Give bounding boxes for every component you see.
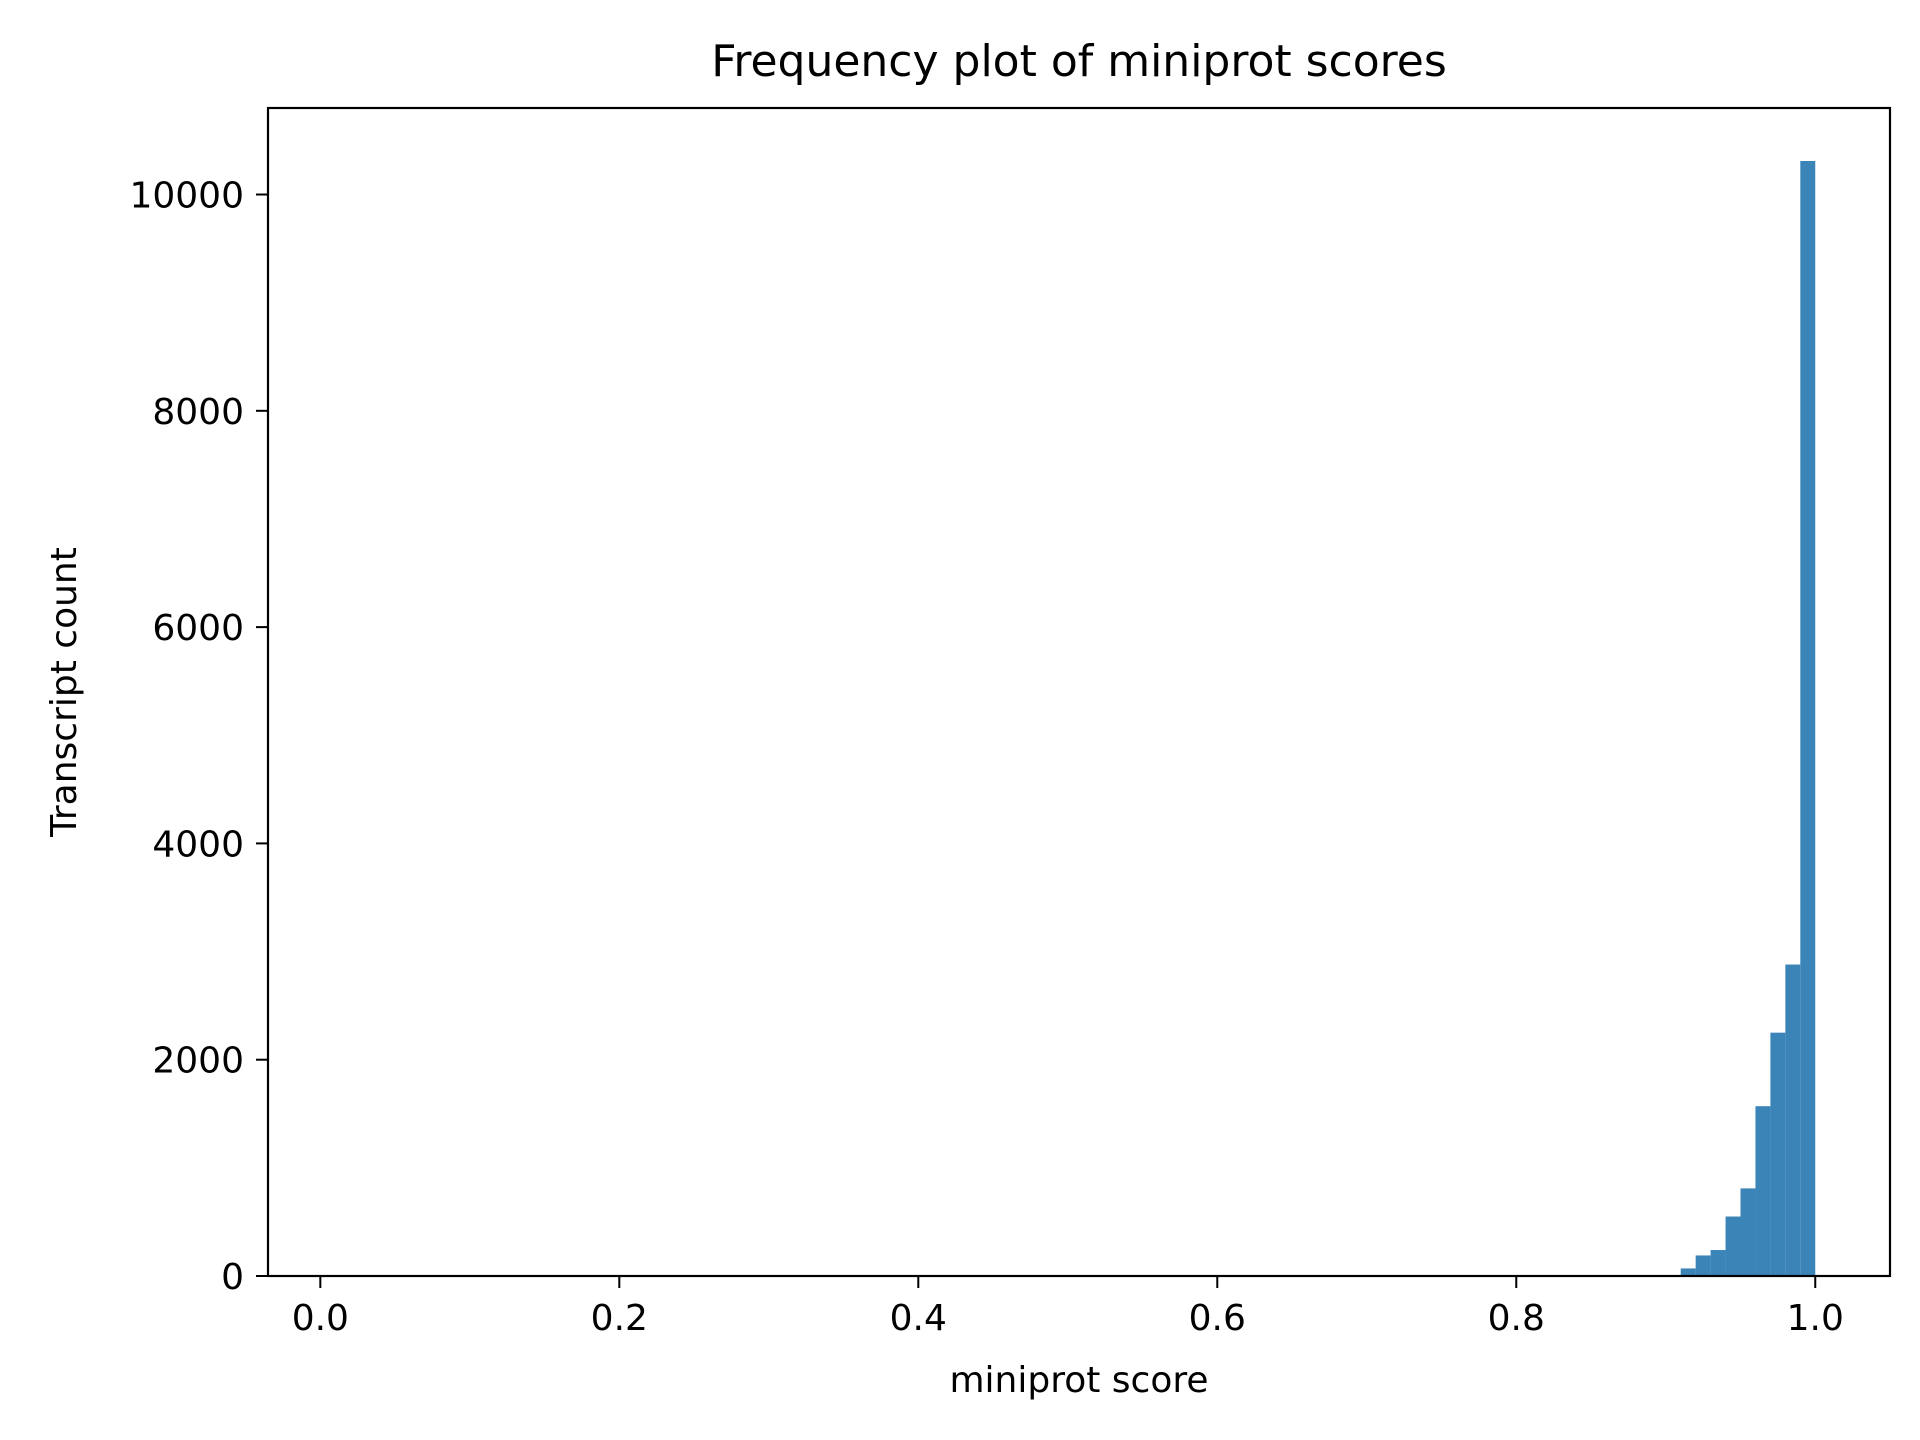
- histogram-bar: [1680, 1268, 1696, 1276]
- histogram-bar: [1725, 1216, 1741, 1276]
- histogram-bar: [1770, 1032, 1786, 1276]
- y-tick-label: 10000: [129, 176, 244, 217]
- histogram-bar: [1710, 1250, 1726, 1276]
- x-tick-label: 0.4: [890, 1298, 947, 1339]
- x-tick-label: 0.0: [292, 1298, 349, 1339]
- y-axis-label: Transcript count: [44, 547, 85, 838]
- x-axis: 0.0 0.2 0.4 0.6 0.8 1.0: [292, 1276, 1844, 1339]
- y-axis: 0 2000 4000 6000 8000 10000: [129, 176, 268, 1298]
- histogram-bar: [1800, 160, 1816, 1277]
- x-axis-label: miniprot score: [949, 1360, 1208, 1401]
- y-tick-label: 6000: [152, 608, 244, 649]
- histogram-bar: [1755, 1106, 1771, 1276]
- y-tick-label: 4000: [152, 824, 244, 865]
- histogram-bar: [1740, 1188, 1756, 1276]
- x-tick-label: 0.2: [591, 1298, 648, 1339]
- histogram-bar: [1785, 964, 1801, 1276]
- y-tick-label: 8000: [152, 392, 244, 433]
- histogram-bars: [1680, 160, 1816, 1277]
- x-tick-label: 1.0: [1787, 1298, 1844, 1339]
- y-tick-label: 0: [221, 1257, 244, 1298]
- chart-title: Frequency plot of miniprot scores: [711, 36, 1447, 87]
- y-tick-label: 2000: [152, 1041, 244, 1082]
- plot-frame: [266, 106, 1892, 1278]
- histogram-bar: [1695, 1255, 1711, 1276]
- x-tick-label: 0.8: [1488, 1298, 1545, 1339]
- x-tick-label: 0.6: [1189, 1298, 1246, 1339]
